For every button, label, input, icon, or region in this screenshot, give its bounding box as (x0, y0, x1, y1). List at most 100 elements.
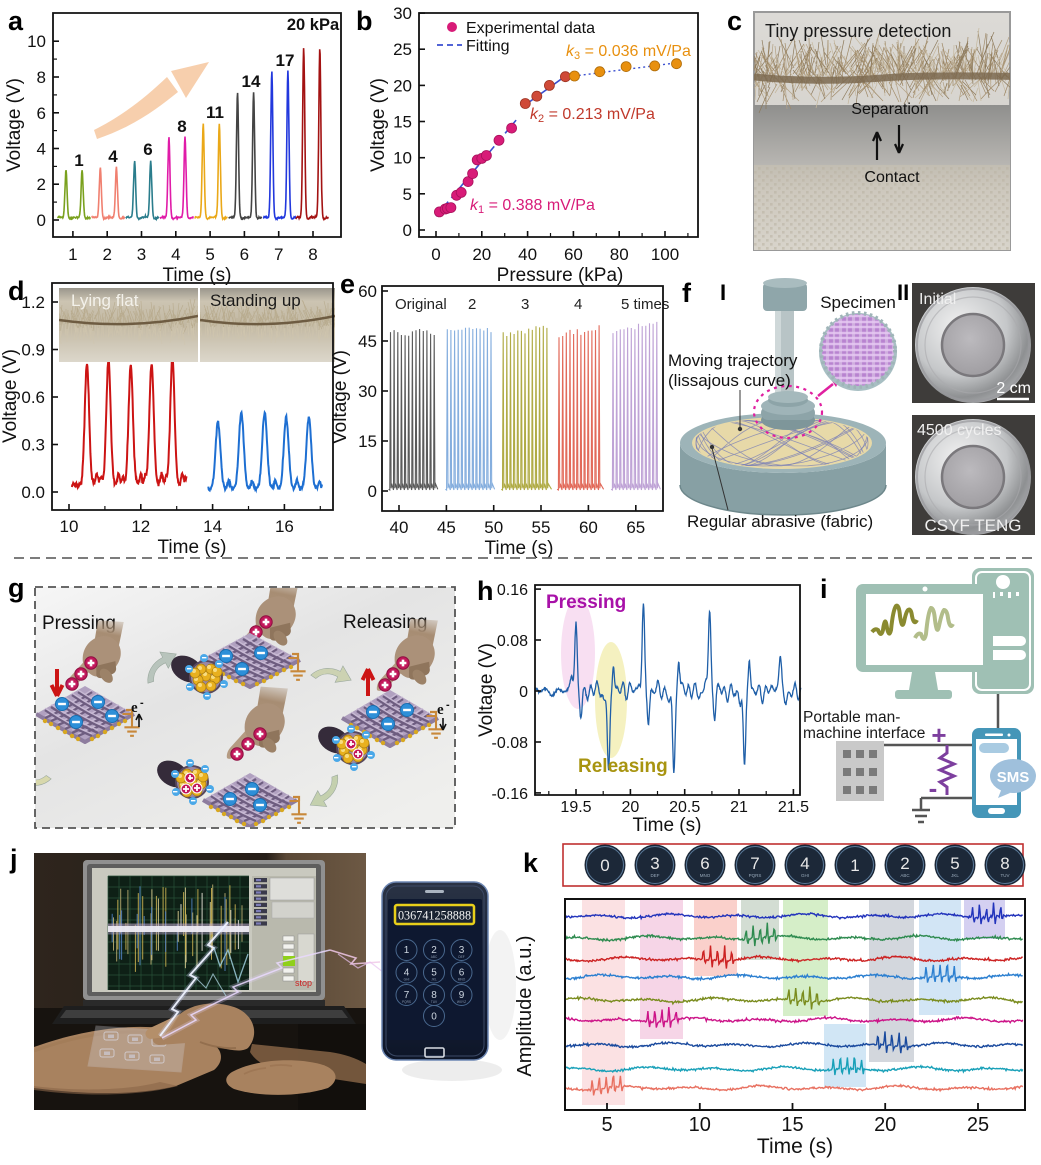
svg-text:ABC: ABC (431, 955, 438, 959)
svg-text:k: k (523, 848, 539, 878)
svg-text:1.2: 1.2 (21, 293, 45, 312)
svg-text:4: 4 (800, 854, 809, 873)
svg-text:60: 60 (579, 518, 598, 537)
svg-text:12: 12 (131, 517, 150, 536)
svg-text:8: 8 (1000, 854, 1009, 873)
svg-text:k1 = 0.388 mV/Pa: k1 = 0.388 mV/Pa (470, 197, 595, 216)
svg-text:5 times: 5 times (621, 296, 669, 313)
svg-text:4500 cycles: 4500 cycles (917, 422, 1002, 439)
svg-text:0: 0 (519, 684, 528, 701)
svg-text:30: 30 (358, 382, 377, 401)
svg-text:Time (s): Time (s) (757, 1135, 833, 1158)
svg-text:8: 8 (308, 245, 317, 264)
svg-text:Voltage (V): Voltage (V) (476, 643, 497, 737)
svg-text:40: 40 (518, 245, 537, 264)
svg-text:2: 2 (900, 854, 909, 873)
svg-text:1: 1 (68, 245, 77, 264)
svg-text:20 kPa: 20 kPa (287, 16, 340, 34)
svg-text:5: 5 (205, 245, 214, 264)
svg-text:SMS: SMS (997, 769, 1030, 786)
svg-text:14: 14 (203, 517, 222, 536)
svg-text:e: e (437, 702, 444, 718)
svg-text:0.6: 0.6 (21, 388, 45, 407)
svg-text:20: 20 (874, 1114, 896, 1136)
svg-text:c: c (727, 6, 742, 36)
svg-text:2: 2 (468, 296, 476, 313)
svg-text:6: 6 (143, 140, 152, 159)
svg-text:0.08: 0.08 (497, 633, 528, 650)
svg-text:Regular abrasive (fabric): Regular abrasive (fabric) (687, 512, 873, 531)
svg-text:30: 30 (393, 4, 412, 23)
svg-text:TUV: TUV (1001, 873, 1010, 878)
svg-text:6: 6 (700, 854, 709, 873)
svg-text:0.3: 0.3 (21, 436, 45, 455)
svg-text:Standing up: Standing up (210, 291, 301, 310)
svg-text:5: 5 (950, 854, 959, 873)
svg-text:10: 10 (60, 517, 79, 536)
svg-text:15: 15 (393, 113, 412, 132)
svg-text:0: 0 (37, 211, 46, 230)
svg-text:8: 8 (431, 990, 437, 1001)
svg-text:3: 3 (459, 945, 465, 956)
svg-text:Time (s): Time (s) (158, 537, 227, 558)
svg-text:45: 45 (358, 332, 377, 351)
svg-text:15: 15 (781, 1114, 803, 1136)
svg-text:6: 6 (37, 104, 46, 123)
svg-text:16: 16 (275, 517, 294, 536)
svg-text:Portable man-: Portable man- (803, 709, 900, 726)
svg-text:4: 4 (37, 140, 46, 159)
svg-text:a: a (8, 6, 24, 36)
svg-text:Time (s): Time (s) (485, 538, 554, 559)
svg-text:60: 60 (564, 245, 583, 264)
svg-text:g: g (8, 573, 25, 603)
svg-text:ABC: ABC (900, 873, 910, 878)
svg-text:036741258888: 036741258888 (398, 909, 471, 923)
svg-text:55: 55 (532, 518, 551, 537)
svg-text:-0.16: -0.16 (492, 786, 529, 803)
svg-text:WXYZ: WXYZ (457, 1000, 466, 1004)
svg-text:2: 2 (431, 945, 437, 956)
svg-text:PQRS: PQRS (402, 1000, 411, 1004)
svg-text:Contact: Contact (864, 169, 920, 186)
svg-text:CSYF TENG: CSYF TENG (925, 516, 1022, 535)
svg-text:20.5: 20.5 (669, 799, 700, 816)
svg-text:Separation: Separation (851, 101, 928, 118)
svg-text:Experimental data: Experimental data (466, 20, 595, 37)
svg-text:Releasing: Releasing (578, 756, 668, 777)
svg-text:0: 0 (600, 856, 609, 875)
svg-text:-: - (446, 699, 450, 711)
svg-text:10: 10 (393, 149, 412, 168)
svg-text:e: e (340, 269, 355, 299)
svg-text:k3 = 0.036 mV/Pa: k3 = 0.036 mV/Pa (566, 43, 691, 62)
svg-text:3: 3 (137, 245, 146, 264)
svg-text:3: 3 (521, 296, 529, 313)
svg-text:MNO: MNO (458, 978, 466, 982)
svg-text:19.5: 19.5 (560, 799, 591, 816)
svg-text:4: 4 (108, 147, 118, 166)
svg-text:15: 15 (358, 432, 377, 451)
svg-text:20: 20 (622, 799, 640, 816)
svg-text:Original: Original (395, 296, 447, 313)
svg-text:17: 17 (276, 51, 295, 70)
svg-text:Initial: Initial (919, 291, 956, 308)
svg-text:2: 2 (102, 245, 111, 264)
svg-text:7: 7 (750, 854, 759, 873)
svg-text:60: 60 (358, 282, 377, 301)
svg-text:+: + (931, 720, 946, 750)
svg-text:25: 25 (393, 40, 412, 59)
svg-text:50: 50 (484, 518, 503, 537)
svg-text:2 cm: 2 cm (996, 380, 1031, 397)
svg-text:14: 14 (242, 72, 261, 91)
svg-text:4: 4 (404, 968, 410, 979)
svg-text:0: 0 (368, 482, 377, 501)
svg-text:stop: stop (295, 978, 312, 988)
svg-text:Pressure (kPa): Pressure (kPa) (497, 265, 624, 286)
svg-text:Releasing: Releasing (343, 612, 428, 633)
svg-text:GHI: GHI (801, 873, 809, 878)
svg-text:Voltage (V): Voltage (V) (4, 78, 25, 172)
svg-text:5: 5 (601, 1114, 612, 1136)
svg-text:6: 6 (459, 968, 465, 979)
svg-text:machine interface: machine interface (803, 725, 925, 742)
svg-text:Voltage (V): Voltage (V) (0, 349, 21, 443)
svg-text:d: d (8, 276, 25, 306)
